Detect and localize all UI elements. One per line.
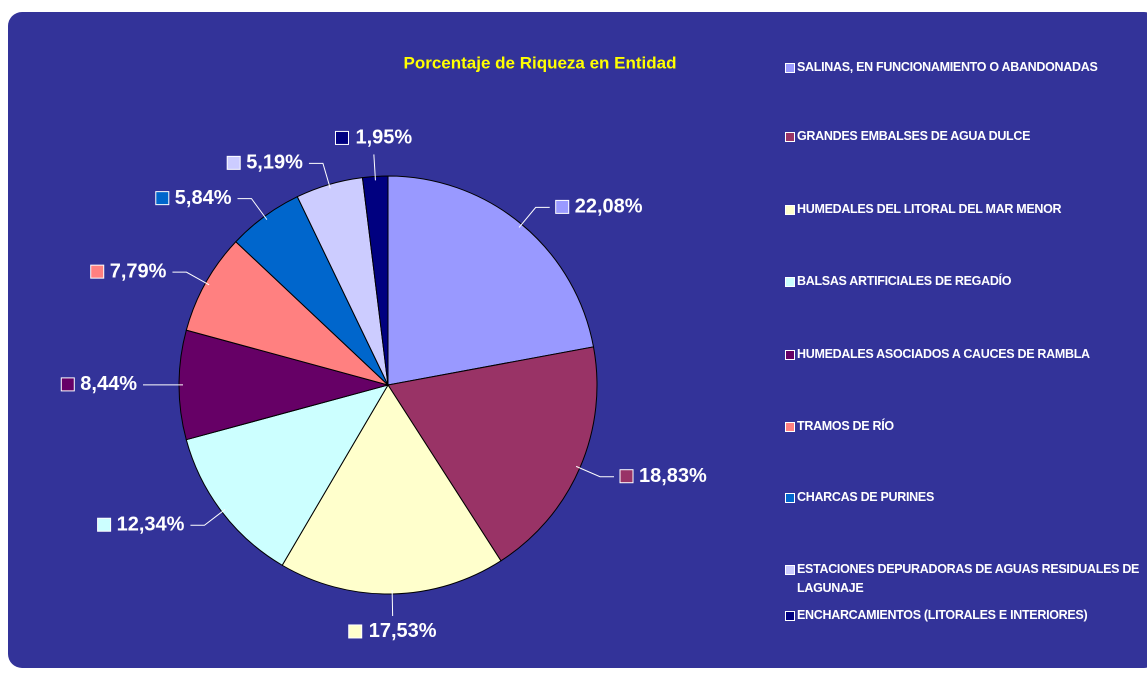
legend-swatch <box>785 205 795 215</box>
leader-line <box>575 465 615 478</box>
legend-entry: SALINAS, EN FUNCIONAMIENTO O ABANDONADAS <box>797 60 1098 74</box>
legend-entry: ENCHARCAMIENTOS (LITORALES E INTERIORES) <box>797 608 1088 622</box>
leader-line <box>391 589 394 616</box>
legend-swatch <box>785 63 795 73</box>
chart-title: Porcentaje de Riqueza en Entidad <box>403 53 676 72</box>
legend-swatch <box>785 611 795 621</box>
leader-line <box>172 271 210 286</box>
legend-swatch <box>785 565 795 575</box>
label-swatch <box>155 191 170 206</box>
data-label: 22,08% <box>575 196 643 218</box>
legend-swatch <box>785 132 795 142</box>
leader-line <box>518 206 550 228</box>
data-label: 12,34% <box>117 514 185 536</box>
data-label: 5,19% <box>246 152 303 174</box>
leader-line <box>308 162 331 189</box>
data-label: 5,84% <box>175 187 232 209</box>
legend-entry: HUMEDALES ASOCIADOS A CAUCES DE RAMBLA <box>797 347 1090 361</box>
legend-entry: BALSAS ARTIFICIALES DE REGADÍO <box>797 274 1012 288</box>
legend-entry: ESTACIONES DEPURADORAS DE AGUAS RESIDUAL… <box>797 562 1140 595</box>
data-label: 7,79% <box>110 260 167 282</box>
legend-entry: HUMEDALES DEL LITORAL DEL MAR MENOR <box>797 202 1062 216</box>
label-swatch <box>60 377 75 392</box>
data-label: 1,95% <box>355 127 412 149</box>
legend-swatch <box>785 422 795 432</box>
data-label: 17,53% <box>369 620 437 642</box>
legend-swatch <box>785 350 795 360</box>
leader-line <box>373 154 376 181</box>
leader-line <box>190 509 226 526</box>
label-swatch <box>555 199 570 214</box>
label-swatch <box>97 517 112 532</box>
label-swatch <box>226 155 241 170</box>
leader-line <box>237 198 268 220</box>
label-swatch <box>348 624 363 639</box>
data-label: 8,44% <box>80 373 137 395</box>
label-swatch <box>334 130 349 145</box>
legend-entry: GRANDES EMBALSES DE AGUA DULCE <box>797 129 1031 143</box>
data-label: 18,83% <box>639 465 707 487</box>
label-swatch <box>90 264 105 279</box>
label-swatch <box>619 469 634 484</box>
legend-entry: TRAMOS DE RÍO <box>797 419 894 433</box>
legend-entry: CHARCAS DE PURINES <box>797 490 934 504</box>
legend-swatch <box>785 277 795 287</box>
legend-swatch <box>785 493 795 503</box>
